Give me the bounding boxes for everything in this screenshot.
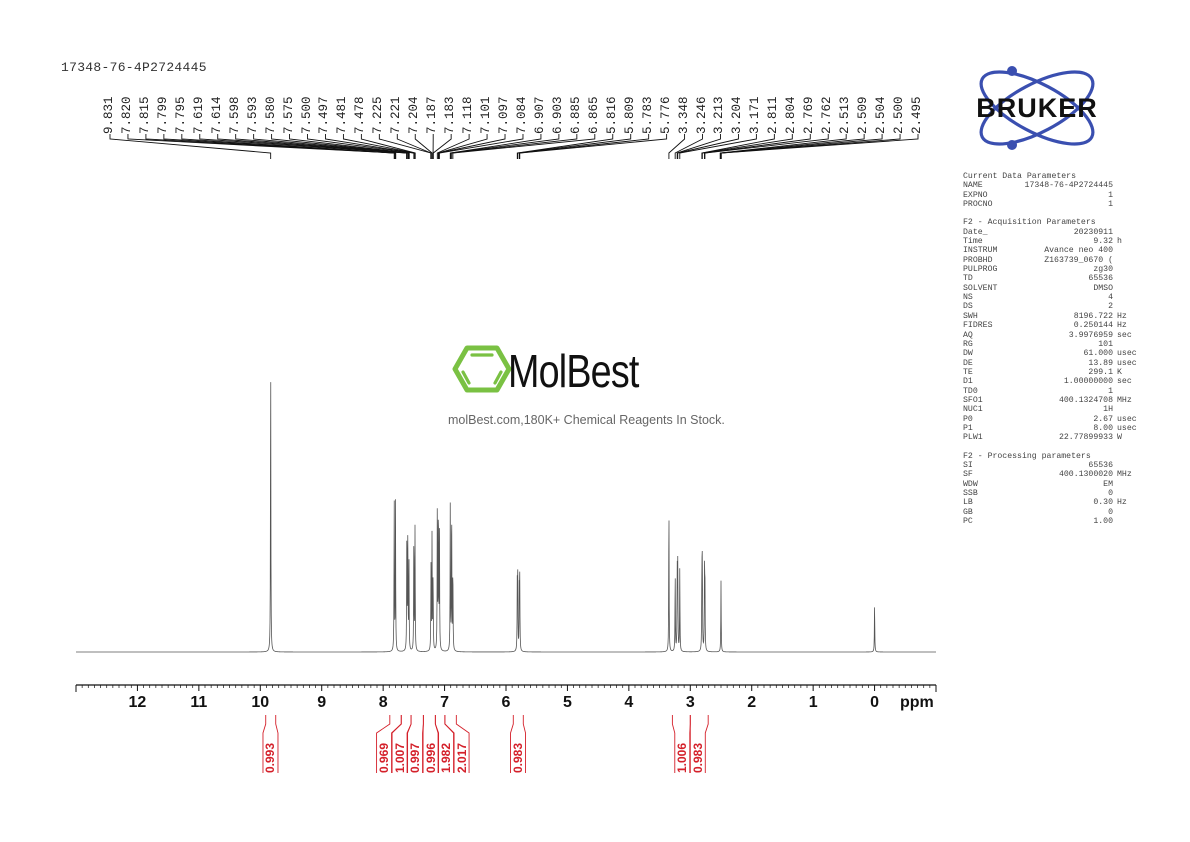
param-row: D1 1.00000000 sec xyxy=(963,377,1132,387)
param-row: Date_ 20230911 xyxy=(963,227,1113,237)
param-row: DE 13.89 usec xyxy=(963,358,1137,368)
param-group-title: F2 - Processing parameters xyxy=(963,451,1091,461)
param-group-acquisition: F2 - Acquisition Parameters Date_ 20230911… xyxy=(963,218,1137,442)
x-tick-label: 6 xyxy=(501,694,511,711)
x-tick-label: 9 xyxy=(317,694,327,711)
param-row: GB 0 xyxy=(963,507,1113,517)
param-row: SFO1 400.1324708 MHz xyxy=(963,395,1132,405)
x-tick-label: 2 xyxy=(747,694,757,711)
x-tick-label: 3 xyxy=(685,694,695,711)
param-row: PROBHD Z163739_0670 ( xyxy=(963,255,1113,265)
molbest-hexagon-icon xyxy=(452,345,512,393)
param-group-title: F2 - Acquisition Parameters xyxy=(963,218,1096,228)
param-row: SI 65536 xyxy=(963,460,1113,470)
param-row: INSTRUM Avance neo 400 xyxy=(963,246,1113,256)
integral-value: 1.982 xyxy=(439,742,454,773)
x-tick-label: 0 xyxy=(870,694,880,711)
param-row: SOLVENT DMSO xyxy=(963,283,1113,293)
param-row: SWH 8196.722 Hz xyxy=(963,311,1127,321)
x-tick-label: 7 xyxy=(440,694,450,711)
x-tick-label: 11 xyxy=(190,694,208,711)
integral-value: 2.017 xyxy=(454,742,469,773)
x-tick-label: 10 xyxy=(251,694,270,711)
integral-value: 0.983 xyxy=(690,742,705,773)
param-row: DW 61.000 usec xyxy=(963,349,1137,359)
sample-id-title: 17348-76-4P2724445 xyxy=(61,60,207,75)
param-row: PLW1 22.77899933 W xyxy=(963,433,1122,443)
integral-value: 0.993 xyxy=(263,742,278,773)
acquisition-parameters-panel: Current Data Parameters NAME 17348-76-4P27… xyxy=(963,172,1137,535)
param-row: SSB 0 xyxy=(963,489,1113,498)
x-tick-label: 4 xyxy=(624,694,634,711)
param-row: FIDRES 0.250144 Hz xyxy=(963,321,1127,331)
param-row: TD 65536 xyxy=(963,274,1113,284)
x-tick-label: 5 xyxy=(562,694,572,711)
param-row: NUC1 1H xyxy=(963,405,1113,415)
bruker-text: BRUKER xyxy=(976,93,1098,123)
x-tick-label: 12 xyxy=(128,694,147,711)
molbest-tagline: molBest.com,180K+ Chemical Reagents In S… xyxy=(448,413,725,427)
param-row: RG 101 xyxy=(963,339,1113,349)
param-row: TE 299.1 K xyxy=(963,367,1122,377)
param-group-processing: F2 - Processing parameters SI 65536 SF 400.1… xyxy=(963,452,1137,527)
param-row: DS 2 xyxy=(963,302,1113,312)
integral-value: 0.997 xyxy=(408,742,423,773)
integral-value: 0.983 xyxy=(511,742,526,773)
param-row: PULPROG zg30 xyxy=(963,265,1113,275)
x-axis-label: ppm xyxy=(900,694,934,711)
param-row: P0 2.67 usec xyxy=(963,414,1137,424)
integral-value: 1.006 xyxy=(675,742,690,773)
param-group-current: Current Data Parameters NAME 17348-76-4P27… xyxy=(963,172,1137,209)
param-row: P1 8.00 usec xyxy=(963,423,1137,433)
x-tick-label: 8 xyxy=(378,694,388,711)
param-row: Time 9.32 h xyxy=(963,237,1122,247)
param-row: NAME 17348-76-4P2724445 xyxy=(963,181,1113,191)
param-row: EXPNO 1 xyxy=(963,190,1113,200)
param-row: WDW EM xyxy=(963,479,1113,489)
param-row: AQ 3.9976959 sec xyxy=(963,330,1132,340)
param-row: NS 4 xyxy=(963,293,1113,303)
spectrum-trace xyxy=(76,382,936,653)
bruker-logo: BRUKER xyxy=(976,66,1098,150)
x-tick-label: 1 xyxy=(808,694,818,711)
molbest-brand-text: MolBest xyxy=(508,345,639,397)
param-row: PC 1.00 xyxy=(963,517,1113,527)
param-row: TD0 1 xyxy=(963,386,1113,396)
param-group-title: Current Data Parameters xyxy=(963,172,1077,181)
param-row: PROCNO 1 xyxy=(963,200,1113,210)
param-row: SF 400.1300020 MHz xyxy=(963,470,1132,480)
atom-orbit-icon xyxy=(979,66,1095,150)
integral-value: 1.007 xyxy=(392,742,407,773)
param-row: LB 0.30 Hz xyxy=(963,498,1127,508)
integral-value: 0.996 xyxy=(423,742,438,773)
integral-value: 0.969 xyxy=(377,742,392,773)
